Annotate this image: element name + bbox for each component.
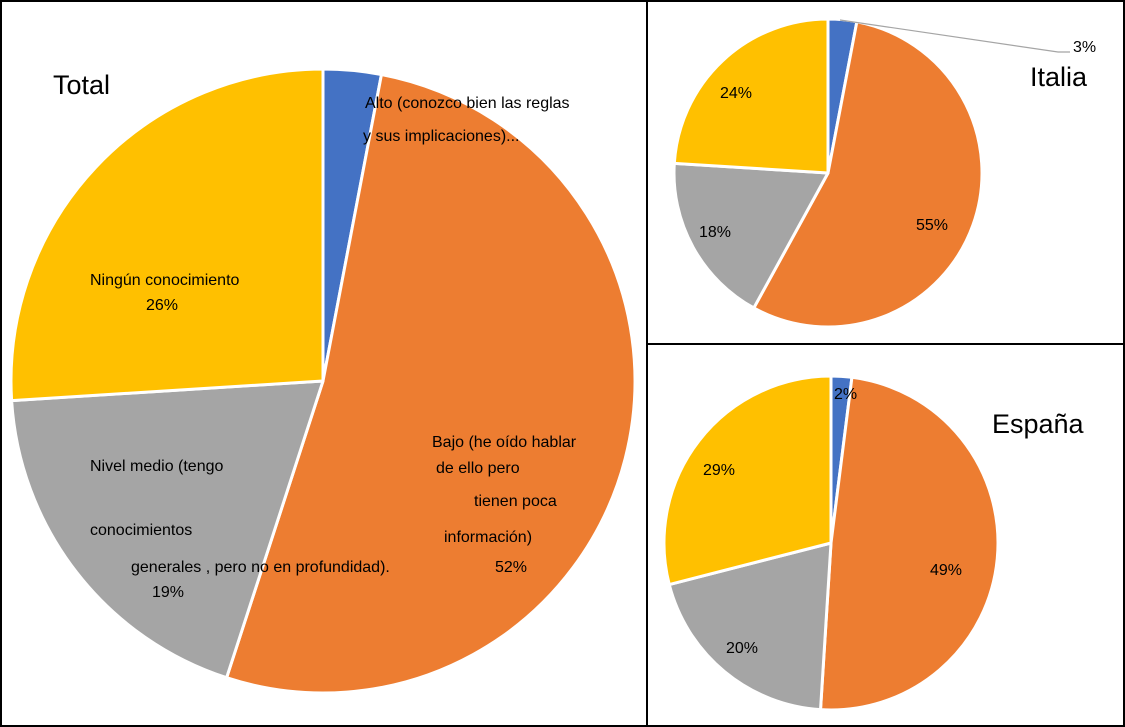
total-label-ninguno: Ningún conocimiento 26%	[90, 272, 240, 314]
total-label-medio-line3: generales , pero no en profundidad).	[131, 559, 390, 576]
panel-espana-frame	[646, 343, 1125, 727]
total-label-bajo-line4: información)	[444, 529, 532, 546]
total-label-bajo-line2: de ello pero	[436, 460, 520, 477]
total-label-bajo-line3: tienen poca	[474, 493, 557, 510]
chart-title-total: Total	[53, 70, 110, 100]
total-label-alto-line2: y sus implicaciones)...	[363, 128, 520, 145]
total-slice-ninguno	[9, 67, 325, 403]
espana-label-bajo: 49%	[930, 562, 962, 579]
espana-slice-ninguno	[662, 374, 833, 587]
total-label-ninguno-value: 26%	[146, 297, 178, 314]
total-label-medio-line2: conocimientos	[90, 522, 192, 539]
espana-slice-bajo	[819, 375, 1000, 712]
italia-label-ninguno: 24%	[720, 85, 752, 102]
total-label-ninguno-line1: Ningún conocimiento	[90, 272, 240, 289]
chart-title-italia: Italia	[1030, 62, 1088, 92]
chart-title-espana: España	[992, 409, 1085, 439]
italia-slice-bajo	[752, 20, 984, 329]
total-slice-medio	[10, 379, 325, 680]
total-label-bajo-line1: Bajo (he oído hablar	[432, 434, 577, 451]
italia-alto-leader-line	[839, 19, 1070, 53]
total-slice-bajo	[225, 73, 637, 695]
pie-chart-espana	[662, 374, 1000, 712]
total-label-bajo-value: 52%	[495, 559, 527, 576]
italia-slice-ninguno	[672, 17, 830, 175]
italia-label-alto: 3%	[1073, 39, 1096, 56]
total-label-medio: Nivel medio (tengo conocimientos general…	[90, 458, 390, 601]
total-label-medio-line1: Nivel medio (tengo	[90, 458, 224, 475]
italia-label-medio: 18%	[699, 224, 731, 241]
pie-chart-italia	[672, 17, 984, 329]
espana-label-ninguno: 29%	[703, 462, 735, 479]
pie-chart-total	[9, 67, 637, 695]
total-label-bajo: Bajo (he oído hablar de ello pero tienen…	[432, 434, 577, 576]
espana-slice-medio	[667, 541, 833, 712]
italia-slice-medio	[672, 161, 830, 310]
total-label-medio-value: 19%	[152, 584, 184, 601]
total-label-alto-line1: Alto (conozco bien las reglas	[365, 95, 570, 112]
espana-label-alto: 2%	[834, 386, 857, 403]
total-label-alto: Alto (conozco bien las reglas y sus impl…	[363, 95, 570, 145]
italia-label-bajo: 55%	[916, 217, 948, 234]
espana-label-medio: 20%	[726, 640, 758, 657]
